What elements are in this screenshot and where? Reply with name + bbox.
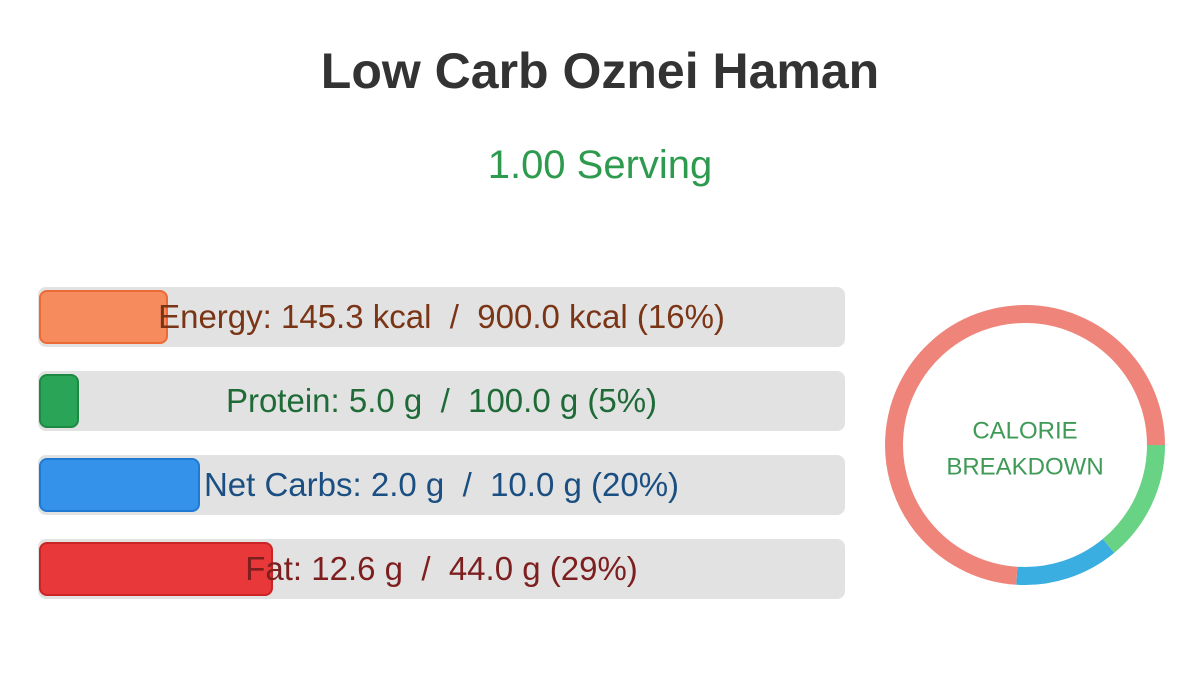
progress-fill bbox=[39, 374, 80, 428]
donut-segment bbox=[1102, 444, 1165, 553]
nutrient-bar: Protein: 5.0 g / 100.0 g (5%) bbox=[38, 371, 845, 431]
progress-fill bbox=[39, 458, 201, 512]
nutrient-label: Protein: 5.0 g / 100.0 g (5%) bbox=[225, 382, 658, 419]
progress-fill bbox=[39, 290, 169, 344]
nutrient-bar: Energy: 145.3 kcal / 900.0 kcal (16%) bbox=[38, 287, 845, 347]
serving-size: 1.00 Serving bbox=[487, 143, 713, 187]
progress-fill bbox=[39, 542, 274, 596]
donut-label: CALORIE bbox=[972, 417, 1077, 444]
donut-segment bbox=[1016, 538, 1115, 585]
nutrient-label: Energy: 145.3 kcal / 900.0 kcal (16%) bbox=[158, 298, 725, 335]
nutrient-bar: Net Carbs: 2.0 g / 10.0 g (20%) bbox=[38, 455, 845, 515]
nutrient-label: Net Carbs: 2.0 g / 10.0 g (20%) bbox=[203, 466, 680, 503]
donut-label: BREAKDOWN bbox=[946, 453, 1103, 480]
calorie-donut: CALORIE BREAKDOWN bbox=[885, 305, 1165, 585]
recipe-title: Low Carb Oznei Haman bbox=[320, 43, 880, 99]
nutrient-label: Fat: 12.6 g / 44.0 g (29%) bbox=[245, 550, 638, 587]
nutrient-bar: Fat: 12.6 g / 44.0 g (29%) bbox=[38, 539, 845, 599]
donut-segment bbox=[885, 305, 1165, 585]
